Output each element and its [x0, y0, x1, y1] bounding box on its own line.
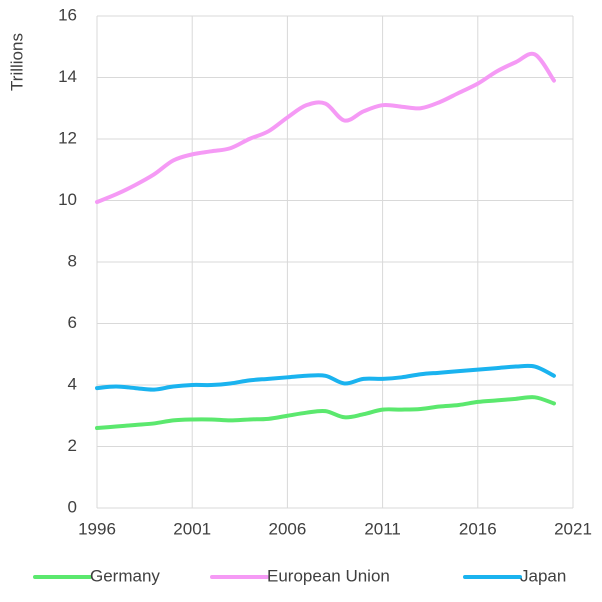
y-tick-label: 6: [68, 313, 77, 332]
y-tick-label: 8: [68, 251, 77, 270]
legend-label: Germany: [90, 566, 160, 585]
y-tick-label: 0: [68, 497, 77, 516]
y-tick-label: 16: [58, 5, 77, 24]
x-tick-label: 2021: [554, 519, 592, 538]
legend-label: European Union: [267, 566, 390, 585]
x-tick-label: 2011: [364, 519, 401, 538]
data-line: [95, 51, 556, 205]
data-line: [95, 395, 556, 431]
x-tick-label: 2001: [173, 519, 211, 538]
data-line: [95, 363, 556, 392]
y-tick-label: 10: [58, 190, 77, 209]
y-tick-label: 14: [58, 67, 77, 86]
x-tick-label: 2006: [268, 519, 306, 538]
y-tick-label: 4: [68, 374, 77, 393]
x-tick-label: 2016: [459, 519, 497, 538]
y-axis-label: Trillions: [7, 33, 26, 91]
legend-label: Japan: [520, 566, 566, 585]
x-tick-label: 1996: [78, 519, 116, 538]
y-tick-label: 2: [68, 436, 77, 455]
y-tick-label: 12: [58, 128, 77, 147]
